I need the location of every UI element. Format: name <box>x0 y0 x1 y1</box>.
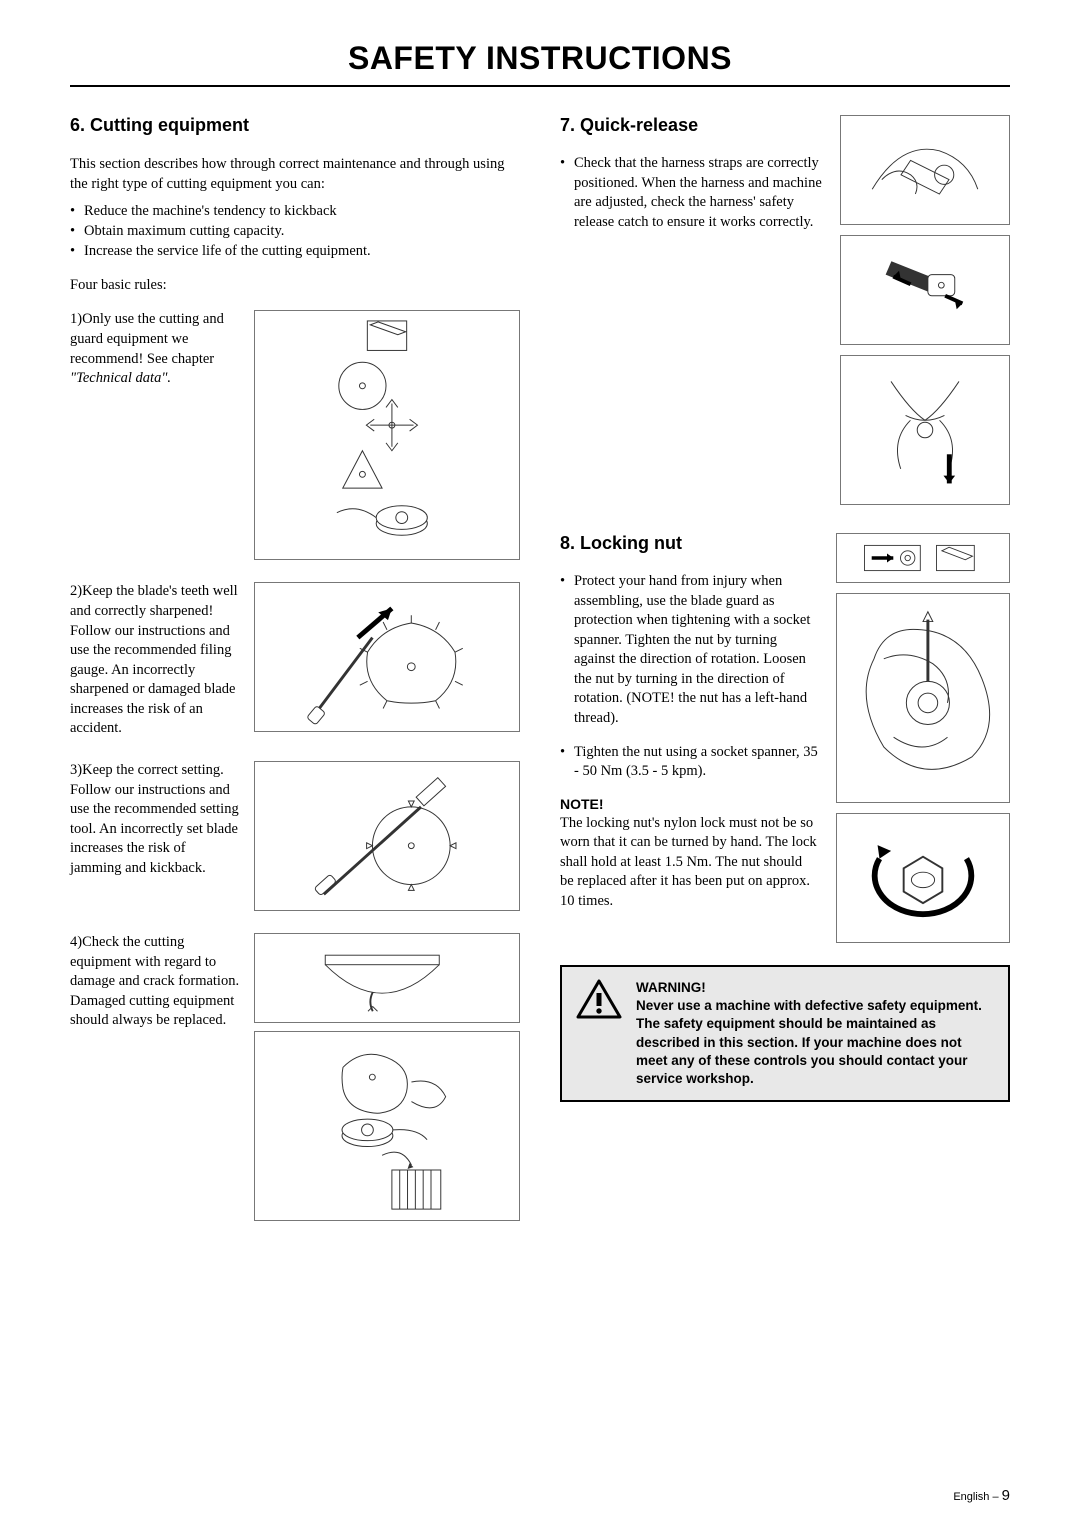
note-label: NOTE! <box>560 796 818 812</box>
rule-text: 2)Keep the blade's teeth well and correc… <box>70 582 240 739</box>
locking-nut-bullet: Tighten the nut using a socket spanner, … <box>560 743 818 782</box>
footer-language: English – <box>953 1491 998 1503</box>
page-footer: English – 9 <box>953 1487 1010 1504</box>
intro-bullet: Reduce the machine's tendency to kickbac… <box>70 201 520 221</box>
rule-emphasis: "Technical data". <box>70 370 171 386</box>
rule-body: Check the cutting equipment with regard … <box>70 934 239 1028</box>
harness-adjust-icon <box>850 122 1000 218</box>
rule-number: 2) <box>70 583 82 599</box>
subheading-basic-rules: Four basic rules: <box>70 277 520 294</box>
section-locking-nut: 8. Locking nut Protect your hand from in… <box>560 533 1010 943</box>
heading-quick-release: 7. Quick-release <box>560 115 822 136</box>
tighten-nut-icon <box>843 600 1003 796</box>
rule-row: 3)Keep the correct setting. Follow our i… <box>70 761 520 911</box>
damage-check-bottom-icon <box>302 1038 472 1214</box>
rule-number: 3) <box>70 762 82 778</box>
rule-body: Keep the correct setting. Follow our ins… <box>70 762 239 876</box>
warning-box: WARNING! Never use a machine with defect… <box>560 965 1010 1102</box>
note-body: The locking nut's nylon lock must not be… <box>560 814 818 912</box>
intro-paragraph: This section describes how through corre… <box>70 154 520 195</box>
warning-icon <box>576 979 622 1021</box>
heading-locking-nut: 8. Locking nut <box>560 533 818 554</box>
rule-body: Only use the cutting and guard equipment… <box>70 311 224 366</box>
guard-blades-icon <box>312 317 462 553</box>
rule-text: 1)Only use the cutting and guard equipme… <box>70 310 240 388</box>
locking-nut-bullet: Protect your hand from injury when assem… <box>560 572 818 729</box>
section-quick-release: 7. Quick-release Check that the harness … <box>560 115 1010 505</box>
warning-label: WARNING! <box>636 979 994 997</box>
warning-text: WARNING! Never use a machine with defect… <box>636 979 994 1088</box>
rule-row: 1)Only use the cutting and guard equipme… <box>70 310 520 560</box>
intro-bullet: Increase the service life of the cutting… <box>70 241 520 261</box>
sharpening-icon <box>302 589 472 725</box>
rule-body: Keep the blade's teeth well and correctl… <box>70 583 238 736</box>
rule-row: 2)Keep the blade's teeth well and correc… <box>70 582 520 739</box>
quick-release-bullet: Check that the harness straps are correc… <box>560 154 822 232</box>
right-column: 7. Quick-release Check that the harness … <box>560 115 1010 1221</box>
rule-illustration <box>254 933 520 1221</box>
nut-rotation-icon <box>848 820 998 936</box>
rule-row: 4)Check the cutting equipment with regar… <box>70 933 520 1221</box>
rule-illustration <box>254 310 520 560</box>
rule-text: 4)Check the cutting equipment with regar… <box>70 933 240 1031</box>
nut-manual-icon <box>848 540 998 576</box>
heading-cutting-equipment: 6. Cutting equipment <box>70 115 520 136</box>
damage-check-top-icon <box>302 940 472 1016</box>
warning-body: Never use a machine with defective safet… <box>636 997 994 1088</box>
rule-number: 1) <box>70 311 82 327</box>
left-column: 6. Cutting equipment This section descri… <box>70 115 520 1221</box>
page-title: SAFETY INSTRUCTIONS <box>70 40 1010 87</box>
harness-buckle-icon <box>850 242 1000 338</box>
harness-release-icon <box>850 362 1000 498</box>
intro-bullet: Obtain maximum cutting capacity. <box>70 221 520 241</box>
intro-bullet-list: Reduce the machine's tendency to kickbac… <box>70 201 520 262</box>
rule-text: 3)Keep the correct setting. Follow our i… <box>70 761 240 878</box>
rule-illustration <box>254 582 520 732</box>
two-column-layout: 6. Cutting equipment This section descri… <box>70 115 1010 1221</box>
rule-number: 4) <box>70 934 82 950</box>
setting-tool-icon <box>302 768 472 904</box>
rule-illustration <box>254 761 520 911</box>
footer-page-number: 9 <box>1002 1487 1010 1504</box>
